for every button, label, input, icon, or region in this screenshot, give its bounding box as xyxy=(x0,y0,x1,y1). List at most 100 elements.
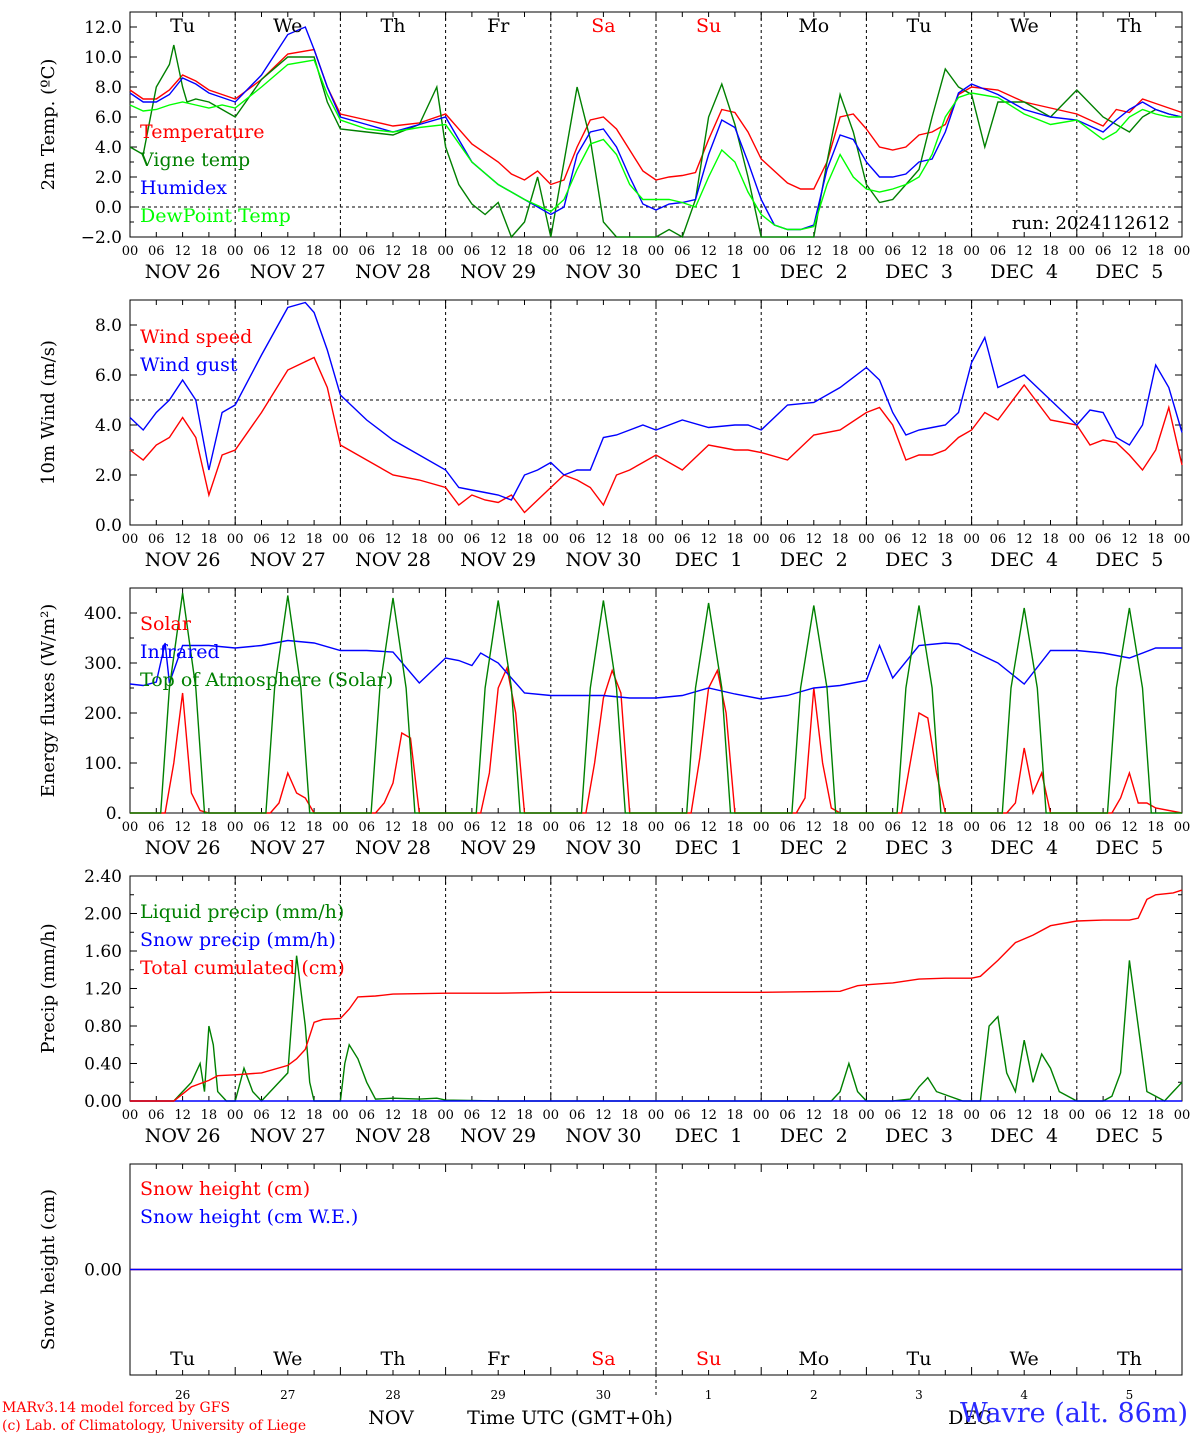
hour-tick-label: 06 xyxy=(253,532,270,547)
x-axis-title: Time UTC (GMT+0h) xyxy=(467,1407,673,1429)
hour-tick-label: 12 xyxy=(385,244,402,259)
hour-tick-label: 00 xyxy=(648,820,665,835)
hour-tick-label: 06 xyxy=(148,532,165,547)
hour-tick-label: 12 xyxy=(1121,244,1138,259)
weekday-label: Th xyxy=(1117,15,1142,37)
day-number-label: 1 xyxy=(705,1388,713,1402)
hour-tick-label: 18 xyxy=(832,1108,849,1123)
legend-entry: Infrared xyxy=(140,641,220,663)
hour-tick-label: 18 xyxy=(306,532,323,547)
y-axis-label: 10m Wind (m/s) xyxy=(38,340,59,485)
weekday-label: Su xyxy=(696,15,721,37)
weekday-label: We xyxy=(273,15,302,37)
hour-tick-label: 06 xyxy=(569,820,586,835)
series-total-cumulated-cm xyxy=(130,889,1183,1102)
hour-tick-label: 18 xyxy=(516,1108,533,1123)
series-wind-gust xyxy=(129,301,1183,501)
hour-tick-label: 00 xyxy=(963,244,980,259)
legend-entry: DewPoint Temp xyxy=(140,205,291,227)
model-credit-line-1: MARv3.14 model forced by GFS xyxy=(2,1400,231,1416)
hour-tick-label: 12 xyxy=(806,532,823,547)
series-humidex xyxy=(129,26,1183,231)
hour-tick-label: 18 xyxy=(201,532,218,547)
y-tick-label: 6.0 xyxy=(95,108,122,128)
weekday-label: Su xyxy=(696,1348,721,1370)
legend-entry: Snow height (cm W.E.) xyxy=(140,1206,358,1228)
hour-tick-label: 00 xyxy=(332,244,349,259)
hour-tick-label: 06 xyxy=(1095,532,1112,547)
hour-tick-label: 18 xyxy=(937,1108,954,1123)
y-tick-label: 0.00 xyxy=(84,1092,122,1112)
weekday-label: Fr xyxy=(487,15,510,37)
date-label: DEC 5 xyxy=(1095,261,1163,283)
hour-tick-label: 06 xyxy=(569,244,586,259)
month-label: NOV xyxy=(368,1407,414,1429)
hour-tick-label: 12 xyxy=(1016,532,1033,547)
series-top-of-atmosphere-solar xyxy=(130,592,1182,814)
hour-tick-label: 12 xyxy=(595,1108,612,1123)
weekday-label: We xyxy=(1010,15,1039,37)
hour-tick-label: 18 xyxy=(727,1108,744,1123)
date-label: DEC 1 xyxy=(675,261,743,283)
legend-entry: Wind gust xyxy=(140,354,238,376)
hour-tick-label: 00 xyxy=(543,244,560,259)
date-label: DEC 5 xyxy=(1095,837,1163,859)
y-axis-label: Snow height (cm) xyxy=(38,1189,59,1350)
hour-tick-label: 06 xyxy=(779,1108,796,1123)
hour-tick-label: 18 xyxy=(516,820,533,835)
hour-tick-label: 06 xyxy=(779,244,796,259)
weekday-label: Tu xyxy=(907,1348,932,1370)
hour-tick-label: 18 xyxy=(1042,532,1059,547)
hour-tick-label: 06 xyxy=(990,532,1007,547)
hour-tick-label: 06 xyxy=(358,532,375,547)
hour-tick-label: 12 xyxy=(911,532,928,547)
hour-tick-label: 06 xyxy=(358,1108,375,1123)
day-number-label: 5 xyxy=(1126,1388,1134,1402)
y-tick-label: 400. xyxy=(84,604,122,624)
hour-tick-label: 18 xyxy=(832,244,849,259)
hour-tick-label: 18 xyxy=(306,820,323,835)
hour-tick-label: 12 xyxy=(1016,820,1033,835)
hour-tick-label: 12 xyxy=(1121,820,1138,835)
hour-tick-label: 06 xyxy=(148,1108,165,1123)
hour-tick-label: 18 xyxy=(1147,532,1164,547)
hour-tick-label: 12 xyxy=(1121,1108,1138,1123)
hour-tick-label: 00 xyxy=(227,532,244,547)
hour-tick-label: 12 xyxy=(385,1108,402,1123)
hour-tick-label: 06 xyxy=(884,1108,901,1123)
day-number-label: 26 xyxy=(175,1388,190,1402)
hour-tick-label: 18 xyxy=(937,244,954,259)
hour-tick-label: 06 xyxy=(464,532,481,547)
hour-tick-label: 12 xyxy=(490,532,507,547)
date-label: NOV 30 xyxy=(565,261,641,283)
y-tick-label: 0.80 xyxy=(84,1017,122,1037)
legend-entry: Solar xyxy=(140,613,192,635)
hour-tick-label: 18 xyxy=(201,1108,218,1123)
hour-tick-label: 00 xyxy=(1069,532,1086,547)
date-label: DEC 4 xyxy=(990,261,1058,283)
y-tick-label: 8.0 xyxy=(95,316,122,336)
hour-tick-label: 00 xyxy=(648,244,665,259)
hour-tick-label: 18 xyxy=(516,532,533,547)
hour-tick-label: 12 xyxy=(700,244,717,259)
hour-tick-label: 00 xyxy=(648,532,665,547)
hour-tick-label: 06 xyxy=(1095,1108,1112,1123)
hour-tick-label: 06 xyxy=(464,820,481,835)
y-tick-label: 2.40 xyxy=(84,867,122,887)
hour-tick-label: 18 xyxy=(937,532,954,547)
hour-tick-label: 00 xyxy=(332,532,349,547)
series-vigne-temp xyxy=(129,44,1183,239)
plot-frame xyxy=(129,11,1183,238)
date-label: NOV 30 xyxy=(565,549,641,571)
y-tick-label: −2.0 xyxy=(81,228,122,248)
hour-tick-label: 00 xyxy=(332,820,349,835)
hour-tick-label: 06 xyxy=(884,820,901,835)
hour-tick-label: 00 xyxy=(543,1108,560,1123)
date-label: DEC 2 xyxy=(780,1125,848,1147)
hour-tick-label: 00 xyxy=(543,820,560,835)
date-label: NOV 29 xyxy=(460,261,536,283)
hour-tick-label: 12 xyxy=(700,820,717,835)
panel-energy: 400. 300. 200. 100. 0. Energy fluxes (W/m²) So… xyxy=(38,587,1190,859)
hour-tick-label: 06 xyxy=(674,820,691,835)
hour-tick-label: 00 xyxy=(963,820,980,835)
